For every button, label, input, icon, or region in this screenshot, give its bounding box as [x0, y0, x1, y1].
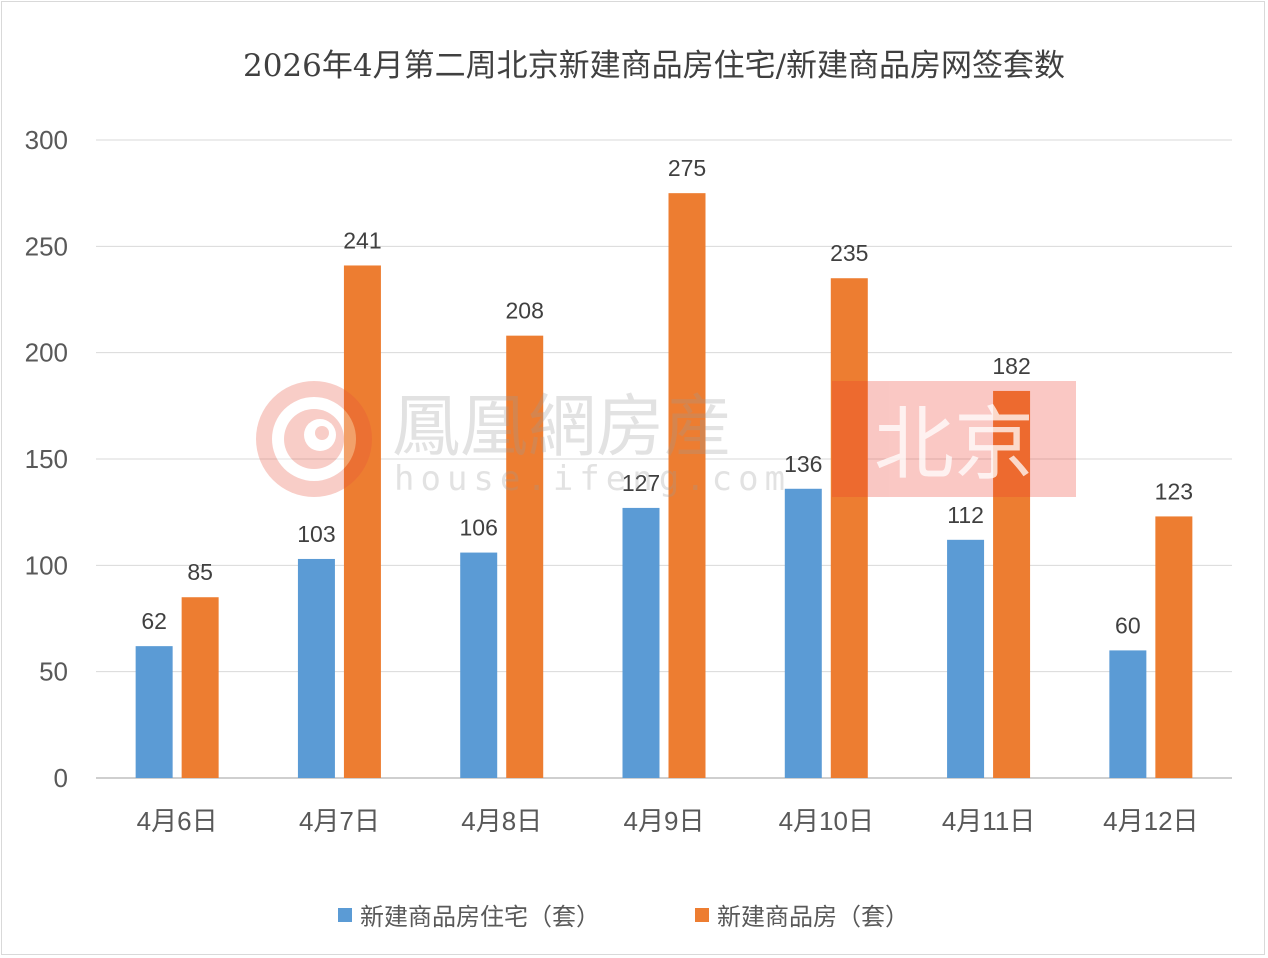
data-label: 235: [830, 240, 868, 266]
data-label: 275: [668, 155, 706, 181]
bar-total: [830, 278, 868, 778]
bar-total: [343, 265, 381, 778]
bar-total: [993, 390, 1031, 778]
watermark-city-box: [832, 381, 1076, 497]
x-axis-ticks: 4月6日 4月7日 4月8日 4月9日 4月10日 4月11日 4月12日: [137, 806, 1199, 836]
data-label: 127: [622, 470, 660, 496]
data-label: 136: [784, 451, 822, 477]
ifeng-logo-icon: [256, 381, 372, 497]
bar-total: [1155, 516, 1193, 778]
data-labels: 62 85 103 241 106 208 127 275 136 235 112 182 60 123: [141, 155, 1193, 638]
y-tick-label: 300: [25, 125, 68, 155]
data-label: 62: [141, 608, 167, 634]
legend-label-residential: 新建商品房住宅（套）: [360, 903, 600, 931]
data-label: 106: [460, 515, 498, 541]
x-tick-label: 4月9日: [624, 806, 705, 836]
y-tick-label: 0: [54, 763, 68, 793]
bar-residential: [784, 488, 822, 778]
legend-swatch-total: [695, 908, 709, 922]
bar-total: [181, 597, 219, 778]
watermark-url: house.ifeng.com: [394, 459, 791, 499]
x-tick-label: 4月11日: [942, 806, 1035, 836]
watermark-brand: 鳳凰網房産: [392, 388, 732, 467]
data-label: 123: [1155, 478, 1193, 504]
bar-total: [668, 193, 706, 778]
bars: [135, 193, 1193, 778]
y-tick-label: 100: [25, 550, 68, 580]
legend-swatch-residential: [338, 908, 352, 922]
x-tick-label: 4月6日: [137, 806, 218, 836]
bar-residential: [947, 539, 985, 778]
data-label: 241: [343, 227, 381, 253]
x-tick-label: 4月7日: [299, 806, 380, 836]
legend-item-residential[interactable]: 新建商品房住宅（套）: [338, 903, 600, 931]
data-label: 60: [1115, 612, 1141, 638]
bar-residential: [1109, 650, 1147, 778]
data-label: 208: [506, 298, 544, 324]
x-tick-label: 4月10日: [779, 806, 874, 836]
legend-label-total: 新建商品房（套）: [717, 903, 909, 931]
x-tick-label: 4月8日: [461, 806, 542, 836]
y-tick-label: 250: [25, 231, 68, 261]
data-label: 85: [187, 559, 213, 585]
data-label: 103: [297, 521, 335, 547]
x-tick-label: 4月12日: [1103, 806, 1198, 836]
watermark: 鳳凰網房産 house.ifeng.com: [256, 381, 1076, 499]
y-tick-label: 200: [25, 338, 68, 368]
gridlines: [96, 139, 1232, 779]
y-tick-label: 150: [25, 444, 68, 474]
data-label: 112: [947, 502, 984, 528]
bar-residential: [135, 646, 173, 778]
watermark-city: 北京: [874, 398, 1034, 491]
y-tick-label: 50: [39, 657, 68, 687]
legend: 新建商品房住宅（套） 新建商品房（套）: [338, 903, 909, 931]
chart-title: 2026年4月第二周北京新建商品房住宅/新建商品房网签套数: [243, 48, 1065, 84]
data-label: 182: [992, 353, 1030, 379]
bar-residential: [460, 552, 498, 778]
legend-item-total[interactable]: 新建商品房（套）: [695, 903, 909, 931]
bar-residential: [297, 558, 335, 778]
bar-residential: [622, 507, 660, 778]
bar-total: [506, 335, 544, 778]
y-axis-ticks: 0 50 100 150 200 250 300: [25, 125, 68, 793]
